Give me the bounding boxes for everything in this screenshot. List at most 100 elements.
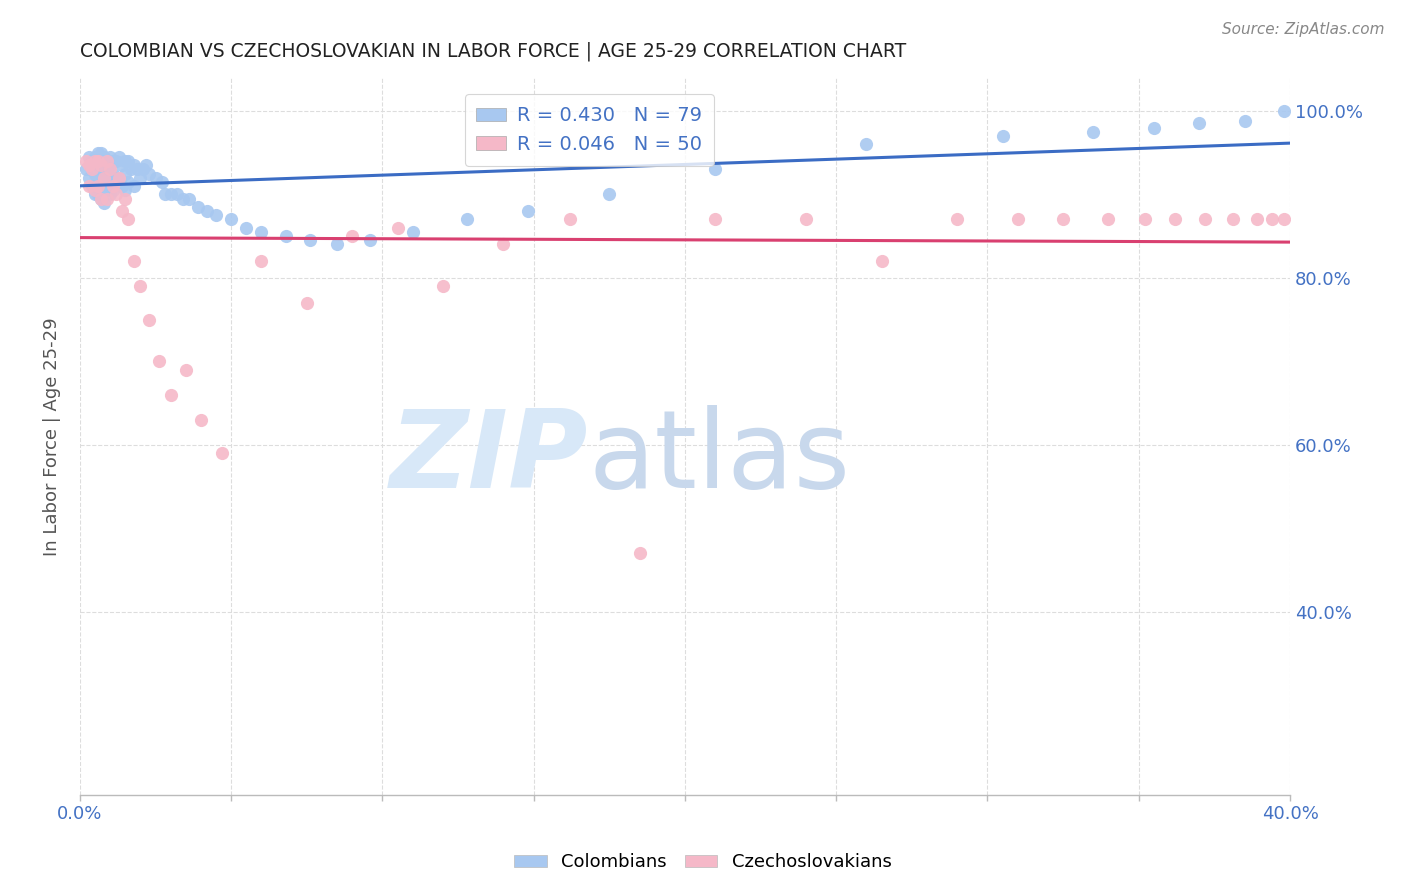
Point	[80, 154, 103, 169]
Point	[124, 179, 146, 194]
Point	[108, 150, 131, 164]
Point	[1194, 212, 1216, 227]
Point	[628, 546, 651, 560]
Text: COLOMBIAN VS CZECHOSLOVAKIAN IN LABOR FORCE | AGE 25-29 CORRELATION CHART: COLOMBIAN VS CZECHOSLOVAKIAN IN LABOR FO…	[80, 42, 905, 62]
Point	[84, 187, 107, 202]
Point	[101, 183, 124, 197]
Point	[93, 150, 115, 164]
Point	[84, 154, 107, 169]
Point	[159, 387, 181, 401]
Point	[87, 187, 110, 202]
Point	[111, 204, 134, 219]
Point	[105, 154, 128, 169]
Point	[129, 279, 152, 293]
Point	[187, 200, 209, 214]
Point	[558, 212, 581, 227]
Point	[87, 145, 110, 160]
Point	[90, 192, 112, 206]
Point	[101, 179, 124, 194]
Point	[295, 296, 318, 310]
Point	[1097, 212, 1119, 227]
Point	[704, 212, 727, 227]
Point	[516, 204, 538, 219]
Point	[77, 170, 100, 185]
Point	[87, 179, 110, 194]
Point	[90, 145, 112, 160]
Point	[75, 154, 97, 169]
Point	[1261, 212, 1284, 227]
Point	[1272, 212, 1295, 227]
Point	[105, 187, 128, 202]
Point	[387, 220, 409, 235]
Point	[98, 158, 121, 172]
Point	[145, 170, 167, 185]
Point	[1222, 212, 1244, 227]
Text: Source: ZipAtlas.com: Source: ZipAtlas.com	[1222, 22, 1385, 37]
Point	[1007, 212, 1029, 227]
Legend: Colombians, Czechoslovakians: Colombians, Czechoslovakians	[508, 847, 898, 879]
Point	[1246, 212, 1268, 227]
Point	[1052, 212, 1074, 227]
Point	[111, 158, 134, 172]
Point	[90, 192, 112, 206]
Point	[153, 187, 176, 202]
Point	[87, 170, 110, 185]
Point	[87, 154, 110, 169]
Point	[117, 212, 139, 227]
Point	[159, 187, 181, 202]
Point	[124, 254, 146, 268]
Point	[111, 179, 134, 194]
Point	[120, 162, 142, 177]
Point	[129, 170, 152, 185]
Point	[77, 158, 100, 172]
Point	[298, 233, 321, 247]
Point	[946, 212, 969, 227]
Point	[340, 229, 363, 244]
Point	[1233, 114, 1256, 128]
Point	[1188, 116, 1211, 130]
Point	[1133, 212, 1156, 227]
Point	[219, 212, 242, 227]
Point	[492, 237, 515, 252]
Point	[87, 158, 110, 172]
Point	[1143, 120, 1166, 135]
Point	[127, 162, 149, 177]
Point	[108, 170, 131, 185]
Point	[77, 179, 100, 194]
Point	[195, 204, 218, 219]
Point	[250, 254, 273, 268]
Point	[190, 412, 212, 426]
Point	[124, 158, 146, 172]
Point	[114, 183, 136, 197]
Point	[80, 179, 103, 194]
Point	[704, 162, 727, 177]
Point	[93, 170, 115, 185]
Point	[117, 154, 139, 169]
Point	[84, 183, 107, 197]
Point	[855, 137, 877, 152]
Text: ZIP: ZIP	[389, 405, 588, 511]
Point	[274, 229, 297, 244]
Point	[96, 154, 118, 169]
Point	[326, 237, 349, 252]
Point	[117, 175, 139, 189]
Point	[98, 162, 121, 177]
Point	[235, 220, 257, 235]
Point	[98, 170, 121, 185]
Point	[138, 312, 160, 326]
Point	[172, 192, 194, 206]
Point	[96, 192, 118, 206]
Point	[250, 225, 273, 239]
Y-axis label: In Labor Force | Age 25-29: In Labor Force | Age 25-29	[44, 317, 60, 556]
Point	[598, 187, 620, 202]
Point	[90, 179, 112, 194]
Point	[84, 150, 107, 164]
Point	[359, 233, 381, 247]
Point	[174, 362, 197, 376]
Point	[432, 279, 454, 293]
Point	[98, 187, 121, 202]
Point	[96, 183, 118, 197]
Point	[205, 208, 228, 222]
Legend: R = 0.430   N = 79, R = 0.046   N = 50: R = 0.430 N = 79, R = 0.046 N = 50	[465, 95, 714, 166]
Point	[93, 195, 115, 210]
